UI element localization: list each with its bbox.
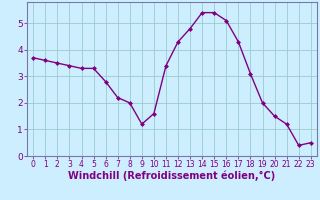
- X-axis label: Windchill (Refroidissement éolien,°C): Windchill (Refroidissement éolien,°C): [68, 171, 276, 181]
